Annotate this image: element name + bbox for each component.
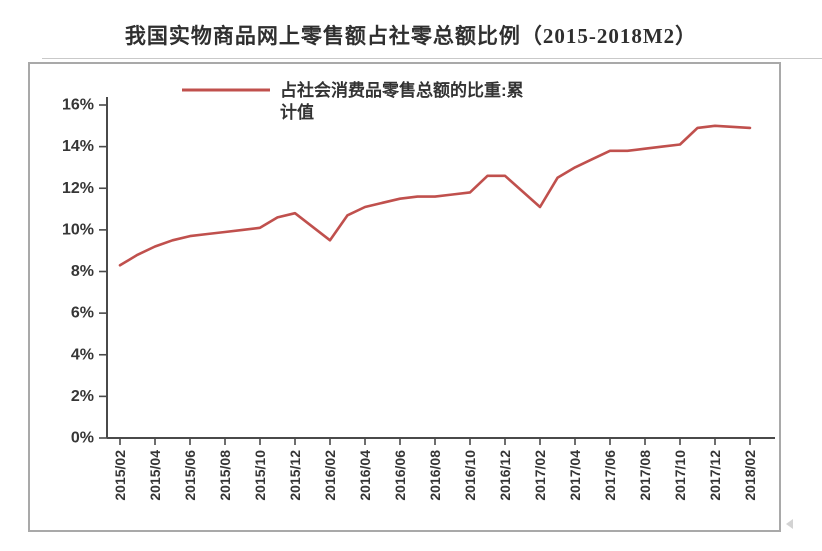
y-tick-label: 10% xyxy=(62,221,94,238)
legend-label-line1: 占社会消费品零售总额的比重:累 xyxy=(280,80,524,100)
x-tick-label: 2018/02 xyxy=(742,450,758,501)
x-tick-label: 2015/12 xyxy=(287,450,303,501)
x-tick-label: 2015/08 xyxy=(217,450,233,501)
x-tick-label: 2015/10 xyxy=(252,450,268,501)
x-tick-label: 2015/02 xyxy=(112,450,128,501)
x-tick-label: 2016/06 xyxy=(392,450,408,501)
x-tick-label: 2015/06 xyxy=(182,450,198,501)
artifact-mark xyxy=(786,519,793,529)
y-tick-label: 16% xyxy=(62,97,94,114)
chart-title: 我国实物商品网上零售额占社零总额比例（2015-2018M2） xyxy=(124,24,698,48)
y-tick-label: 6% xyxy=(71,305,94,322)
y-tick-label: 14% xyxy=(62,138,94,155)
y-tick-label: 8% xyxy=(71,263,94,280)
x-tick-label: 2017/08 xyxy=(637,450,653,501)
y-tick-label: 0% xyxy=(71,430,94,447)
title-divider xyxy=(42,58,822,59)
x-tick-label: 2016/04 xyxy=(357,450,373,501)
y-tick-label: 12% xyxy=(62,180,94,197)
chart-box: 0% 2% 4% 6% 8% 10% 12% 14% 16% 2015/02 2015/04 2015… xyxy=(28,62,781,532)
trend-line xyxy=(118,124,752,267)
y-tick-label: 4% xyxy=(71,346,94,363)
line-chart: 0% 2% 4% 6% 8% 10% 12% 14% 16% 2015/02 2015/04 2015… xyxy=(62,80,775,501)
x-tick-label: 2017/04 xyxy=(567,450,583,501)
x-tick-label: 2017/02 xyxy=(532,450,548,501)
x-tick-label: 2017/06 xyxy=(602,450,618,501)
x-tick-label: 2016/02 xyxy=(322,450,338,501)
legend-label-line2: 计值 xyxy=(280,102,314,122)
x-tick-label: 2015/04 xyxy=(147,450,163,501)
x-tick-label: 2016/12 xyxy=(497,450,513,501)
x-tick-label: 2016/08 xyxy=(427,450,443,501)
x-tick-label: 2016/10 xyxy=(462,450,478,501)
y-tick-label: 2% xyxy=(71,388,94,405)
x-tick-label: 2017/10 xyxy=(672,450,688,501)
x-tick-label: 2017/12 xyxy=(707,450,723,501)
